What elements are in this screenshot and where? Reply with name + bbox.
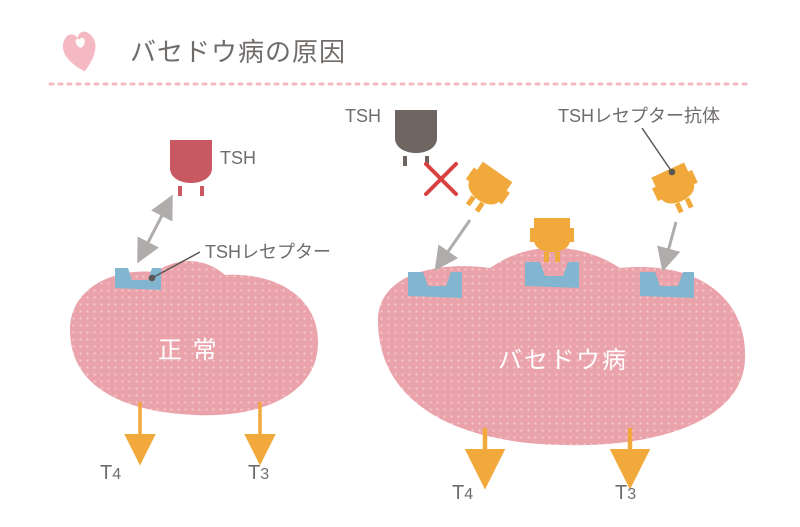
- page-title: バセドウ病の原因: [130, 32, 346, 69]
- antibody-arrow-1: [438, 220, 470, 266]
- tsh-molecule-blocked: [395, 110, 437, 166]
- antibody-pointer: [642, 128, 672, 172]
- diagram-canvas: バセドウ病の原因 TSH TSHレセプター 正 常 T4 T3 TSH TSHレ…: [0, 0, 800, 527]
- t4-label-right: T4: [452, 482, 473, 505]
- t3-label-left: T3: [248, 462, 269, 485]
- antibody-1: [454, 159, 515, 220]
- cross-icon: [426, 164, 456, 194]
- antibody-arrow-2: [664, 222, 676, 266]
- antibody-label: TSHレセプター抗体: [558, 102, 720, 128]
- t3-label-right: T3: [615, 482, 636, 505]
- basedow-label: バセドウ病: [498, 340, 628, 375]
- t4-label-left: T4: [100, 462, 121, 485]
- tsh-molecule-normal: [170, 140, 212, 196]
- heart-icon: [60, 30, 100, 75]
- tsh-label-right: TSH: [345, 106, 381, 127]
- diagram-svg: [0, 0, 800, 527]
- binding-arrow: [140, 200, 170, 258]
- receptor-label: TSHレセプター: [205, 238, 331, 264]
- tsh-label-left: TSH: [220, 148, 256, 169]
- antibody-3: [648, 161, 706, 219]
- normal-label: 正 常: [158, 330, 219, 365]
